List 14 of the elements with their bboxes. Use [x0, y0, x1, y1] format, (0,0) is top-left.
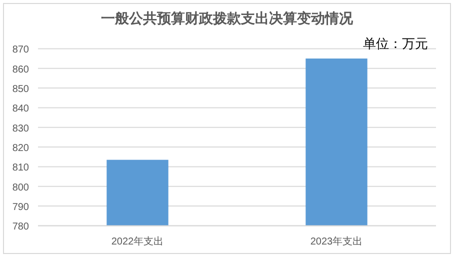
y-tick-label: 790 — [12, 202, 30, 214]
y-tick-label: 840 — [12, 104, 30, 115]
y-tick-label: 830 — [12, 123, 30, 134]
y-tick-label: 820 — [12, 143, 30, 154]
y-tick-label: 810 — [12, 162, 30, 174]
annotation: 单位：万元 — [363, 36, 428, 51]
x-tick-label: 2022年支出 — [111, 236, 164, 248]
chart-title: 一般公共预算财政拨款支出决算变动情况 — [101, 10, 354, 26]
y-tick-label: 870 — [12, 44, 30, 56]
y-tick-label: 780 — [12, 222, 30, 233]
y-tick-label: 860 — [12, 64, 30, 76]
y-tick-label: 850 — [12, 84, 30, 96]
y-tick-label: 800 — [12, 182, 30, 194]
x-tick-label: 2023年支出 — [310, 236, 363, 248]
